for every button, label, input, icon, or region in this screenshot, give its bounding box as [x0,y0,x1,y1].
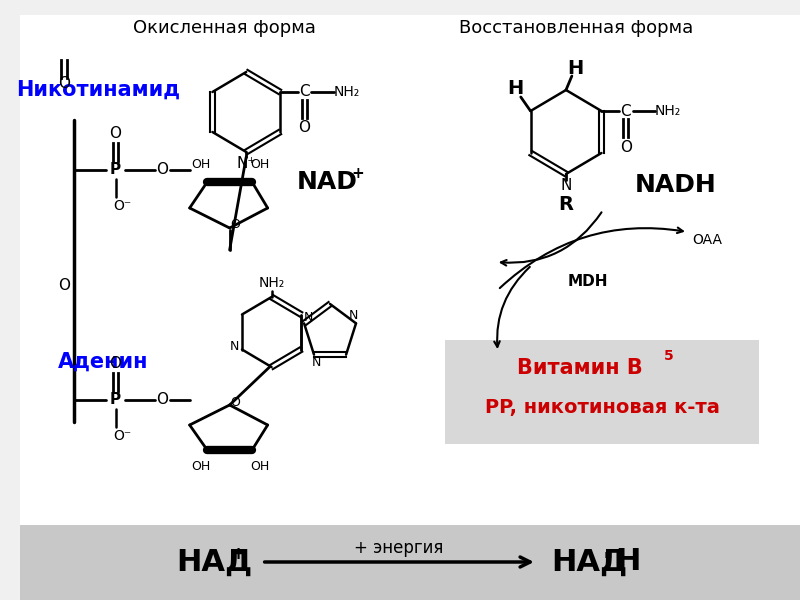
Text: N: N [560,179,572,193]
Text: NH₂: NH₂ [258,276,285,290]
Text: OH: OH [192,157,211,170]
Text: OH: OH [250,461,270,473]
Text: Аденин: Аденин [58,352,148,372]
Text: N: N [312,356,322,369]
Text: + энергия: + энергия [354,539,443,557]
Text: C: C [299,85,310,100]
Text: H: H [568,58,584,77]
Text: O: O [156,392,168,407]
Text: O⁻: O⁻ [114,199,131,213]
Text: MDH: MDH [567,275,608,289]
Text: O: O [110,356,122,371]
Text: NH₂: NH₂ [654,104,681,118]
Text: P: P [110,392,121,407]
Text: O⁻: O⁻ [114,429,131,443]
Text: Н: Н [614,547,640,577]
Text: N: N [230,340,239,353]
Text: PP, никотиновая к-та: PP, никотиновая к-та [485,398,719,418]
Text: H: H [507,79,523,98]
Text: O: O [298,121,310,136]
FancyBboxPatch shape [20,15,800,530]
Text: O: O [230,218,241,232]
Text: O: O [230,395,241,409]
Text: +: + [351,166,364,181]
Text: O: O [58,76,70,91]
Text: Восстановленная форма: Восстановленная форма [458,19,693,37]
Text: N: N [349,309,358,322]
Text: OAA: OAA [692,233,722,247]
Text: O: O [58,277,70,292]
Text: O: O [620,139,632,154]
Text: NAD: NAD [297,170,358,194]
Text: ·: · [602,541,614,575]
Text: Окисленная форма: Окисленная форма [134,19,316,37]
Text: Никотинамид: Никотинамид [16,80,180,100]
Text: +: + [230,545,245,563]
Text: C: C [621,103,631,118]
Text: O: O [156,163,168,178]
Text: НАД: НАД [176,547,252,577]
Text: OH: OH [192,461,211,473]
Text: O: O [110,127,122,142]
Text: Витамин B: Витамин B [518,358,643,378]
Text: N: N [304,311,314,324]
Text: N⁺: N⁺ [237,157,256,172]
FancyBboxPatch shape [20,525,800,600]
Text: NADH: NADH [634,173,716,197]
Text: NH₂: NH₂ [333,85,359,99]
Text: OH: OH [250,157,270,170]
Text: НАД: НАД [551,547,628,577]
Text: P: P [110,163,121,178]
Text: R: R [558,194,574,214]
FancyBboxPatch shape [445,340,759,444]
Text: 5: 5 [663,349,674,363]
